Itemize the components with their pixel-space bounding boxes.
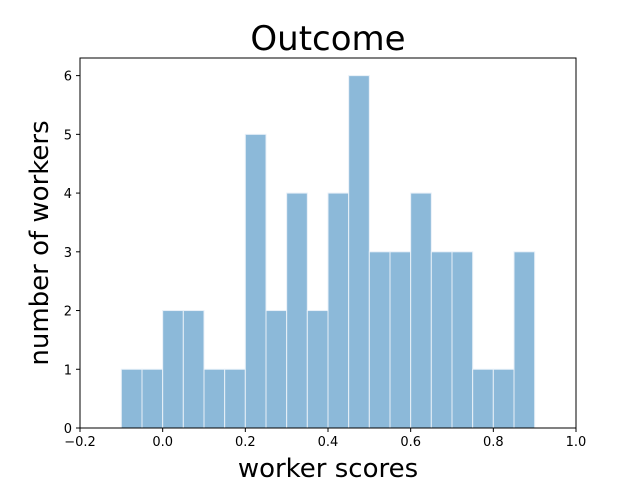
histogram-bar-16 xyxy=(451,251,474,429)
histogram-bar-17 xyxy=(472,368,494,429)
y-axis-label: number of workers xyxy=(25,120,55,365)
y-axis-ticks: 0 1 2 3 4 5 6 xyxy=(64,70,80,437)
histogram-bar-18 xyxy=(492,368,515,429)
y-tick-label-5: 5 xyxy=(64,128,72,143)
x-axis-label: worker scores xyxy=(238,454,418,480)
x-tick-label-1: 0.0 xyxy=(152,435,173,450)
y-tick-label-3: 3 xyxy=(64,246,72,261)
histogram-bar-2 xyxy=(162,310,184,429)
histogram-bar-15 xyxy=(430,251,453,429)
histogram-bar-7 xyxy=(265,310,288,429)
histogram-bar-19 xyxy=(513,251,536,429)
x-tick-label-2: 0.2 xyxy=(235,435,256,450)
histogram-bar-14 xyxy=(410,192,432,429)
histogram-bar-1 xyxy=(141,368,164,429)
y-tick-label-0: 0 xyxy=(64,422,72,437)
x-tick-label-0: −0.2 xyxy=(64,435,96,450)
bars-group xyxy=(120,75,536,429)
y-tick-label-1: 1 xyxy=(64,363,72,378)
histogram-bar-3 xyxy=(182,310,205,429)
histogram-bar-0 xyxy=(120,368,143,429)
histogram-bar-11 xyxy=(348,75,370,429)
histogram-bar-12 xyxy=(368,251,391,429)
histogram-bar-10 xyxy=(327,192,350,429)
y-tick-label-2: 2 xyxy=(64,305,72,320)
x-tick-label-5: 0.8 xyxy=(483,435,504,450)
y-tick-label-4: 4 xyxy=(64,187,72,202)
y-tick-label-6: 6 xyxy=(64,70,72,85)
x-tick-label-6: 1.0 xyxy=(566,435,587,450)
histogram-bar-9 xyxy=(306,310,329,429)
x-tick-label-3: 0.4 xyxy=(318,435,339,450)
x-tick-label-4: 0.6 xyxy=(400,435,421,450)
x-axis-ticks: −0.2 0.0 0.2 0.4 0.6 0.8 1.0 xyxy=(64,428,586,450)
histogram-bar-6 xyxy=(244,133,267,429)
histogram-bar-13 xyxy=(389,251,412,429)
histogram-bar-5 xyxy=(224,368,246,429)
histogram-bar-4 xyxy=(203,368,226,429)
histogram-bar-8 xyxy=(286,192,308,429)
chart-title: Outcome xyxy=(250,19,405,59)
